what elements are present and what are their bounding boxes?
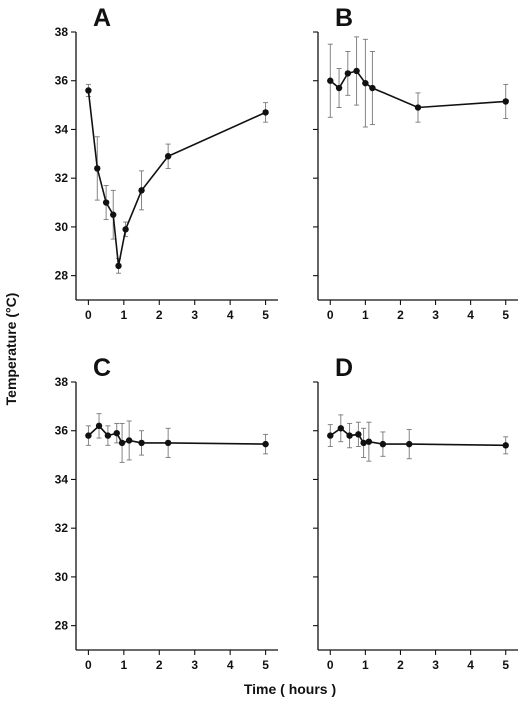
data-point [102,199,110,206]
x-tick-label: 0 [327,658,334,672]
x-tick-label: 2 [397,308,404,322]
x-tick-label: 3 [432,308,439,322]
data-point [346,432,353,439]
data-point [94,165,101,172]
x-tick-label: 4 [227,308,234,322]
x-tick-label: 0 [327,308,334,322]
panel-letter: C [93,354,111,382]
data-point [502,442,509,449]
x-tick-label: 3 [432,658,439,672]
panel-d: 0 1 2 3 4 5 D [313,354,518,672]
data-point [125,437,133,444]
data-point [85,432,92,439]
x-tick-label: 5 [262,308,269,322]
panel-b: 0 1 2 3 4 5 B [313,4,518,322]
y-tick-label: 30 [55,220,69,234]
data-point [327,432,334,439]
data-point [113,429,120,437]
y-tick-label: 36 [55,74,69,88]
data-point [365,438,373,445]
data-point [362,79,369,87]
data-point [344,70,352,77]
data-point [138,439,145,447]
panel-letter: D [335,354,353,382]
data-point [379,440,387,448]
data-point [353,67,360,75]
data-point [138,187,145,194]
data-point [95,422,103,430]
y-axis-title: Temperature (°C) [3,293,19,406]
x-axis-title: Time ( hours ) [244,681,336,697]
data-point [262,109,269,116]
data-point [164,153,172,160]
y-tick-label: 30 [55,570,69,584]
x-tick-label: 1 [120,658,127,672]
data-point [104,432,112,439]
x-tick-label: 5 [502,658,509,672]
x-tick-label: 2 [397,658,404,672]
x-tick-label: 4 [467,658,474,672]
data-point [118,439,126,447]
x-tick-label: 4 [467,308,474,322]
data-point [369,84,376,92]
data-point [327,77,334,84]
x-tick-label: 3 [191,308,198,322]
y-tick-label: 32 [55,521,69,535]
data-point [360,439,367,447]
data-point [85,87,92,94]
y-tick-label: 36 [55,424,69,438]
data-point [122,226,129,233]
data-point [335,84,343,92]
y-tick-label: 38 [55,375,69,389]
data-point [502,98,509,105]
data-point [406,440,413,448]
x-tick-label: 1 [362,658,369,672]
data-point [262,440,269,448]
series-line [87,90,266,267]
data-point [110,211,117,218]
y-tick-label: 32 [55,171,69,185]
x-tick-label: 2 [156,658,163,672]
y-tick-label: 38 [55,25,69,39]
y-tick-label: 28 [55,269,69,283]
data-point [337,425,345,432]
x-tick-label: 0 [85,658,92,672]
data-point [115,262,122,270]
data-point [355,431,362,438]
x-tick-label: 1 [120,308,127,322]
x-tick-label: 3 [191,658,198,672]
x-tick-label: 5 [262,658,269,672]
x-tick-label: 0 [85,308,92,322]
x-tick-label: 4 [227,658,234,672]
y-tick-label: 34 [55,472,69,486]
y-tick-label: 28 [55,619,69,633]
panel-letter: A [93,4,111,32]
x-tick-label: 5 [502,308,509,322]
panel-letter: B [335,4,353,32]
x-tick-label: 2 [156,308,163,322]
data-point [164,439,172,447]
x-tick-label: 1 [362,308,369,322]
y-tick-label: 34 [55,122,69,136]
data-point [414,104,422,111]
